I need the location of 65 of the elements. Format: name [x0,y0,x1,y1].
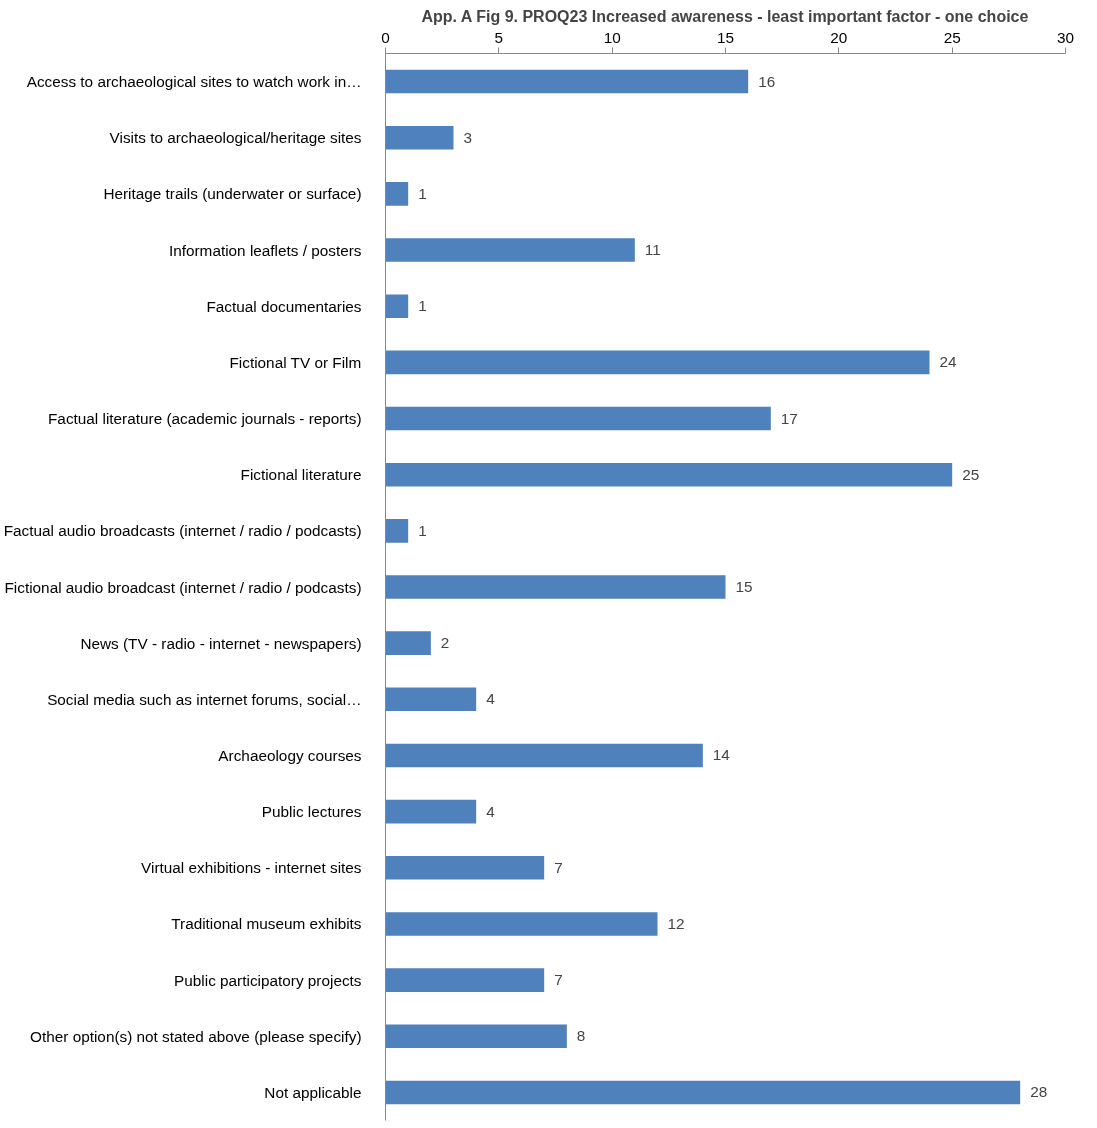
data-label: 7 [554,858,563,876]
y-tick-label: Public participatory projects [174,971,362,989]
y-tick-label: Social media such as internet forums, social… [47,690,362,708]
data-label: 4 [486,690,496,708]
bar [385,687,477,712]
x-tick-label: 20 [830,28,848,46]
bar [385,1080,1021,1105]
x-tick-label: 5 [494,28,504,46]
bar [385,406,771,431]
data-label: 28 [1030,1083,1048,1101]
x-tick-label: 0 [381,28,390,46]
y-tick-label: Other option(s) not stated above (please specify) [30,1027,362,1045]
bar [385,294,409,318]
bar [385,125,454,150]
bar [385,631,431,655]
y-tick-label: Information leaflets / posters [168,241,362,259]
x-tick-label: 15 [716,28,735,46]
data-label: 8 [576,1027,586,1045]
y-tick-label: Access to archaeological sites to watch work in… [26,73,362,91]
y-tick-label: Factual audio broadcasts (internet / radio / podcasts) [3,522,362,540]
x-tick-label: 10 [603,28,621,46]
bar [385,912,658,936]
bar [385,799,477,824]
y-tick-label: Fictional TV or Film [229,353,362,371]
y-tick-label: Factual documentaries [206,297,362,315]
data-label: 11 [644,241,661,259]
y-tick-label: Traditional museum exhibits [171,915,362,933]
data-label: 25 [962,465,980,483]
bar [385,238,635,262]
data-label: 24 [939,353,958,371]
y-tick-label: News (TV - radio - internet - newspapers) [80,634,362,652]
data-label: 7 [554,971,563,989]
data-label: 1 [418,521,427,539]
bar [385,182,409,206]
y-tick-label: Heritage trails (underwater or surface) [103,185,362,203]
x-tick-label: 30 [1056,28,1075,46]
data-label: 15 [735,578,753,595]
data-label: 1 [418,184,427,202]
bar [385,69,749,94]
x-tick-label: 25 [943,28,961,46]
y-tick-label: Archaeology courses [218,746,362,764]
bar [385,743,703,768]
data-label: 2 [440,634,450,652]
data-label: 1 [418,297,427,315]
data-label: 17 [780,409,798,427]
bar [385,968,545,992]
data-label: 14 [712,746,731,764]
data-label: 12 [667,914,685,932]
y-tick-label: Not applicable [264,1083,362,1101]
bar [385,519,409,543]
y-tick-label: Virtual exhibitions - internet sites [141,859,362,877]
bar [385,462,953,487]
chart-title: App. A Fig 9. PROQ23 Increased awareness - least important factor - one choice [421,7,1029,25]
y-tick-label: Visits to archaeological/heritage sites [109,129,362,147]
data-label: 3 [463,128,473,146]
data-label: 4 [486,802,496,820]
y-tick-label: Fictional literature [240,466,362,484]
y-tick-label: Factual literature (academic journals - reports) [48,410,362,428]
y-tick-label: Public lectures [261,803,362,821]
bar [385,856,545,880]
bar [385,350,930,375]
y-tick-label: Fictional audio broadcast (internet / radio / podcasts) [4,578,362,596]
bar [385,1024,567,1049]
data-label: 16 [758,72,776,90]
bar [385,575,726,599]
